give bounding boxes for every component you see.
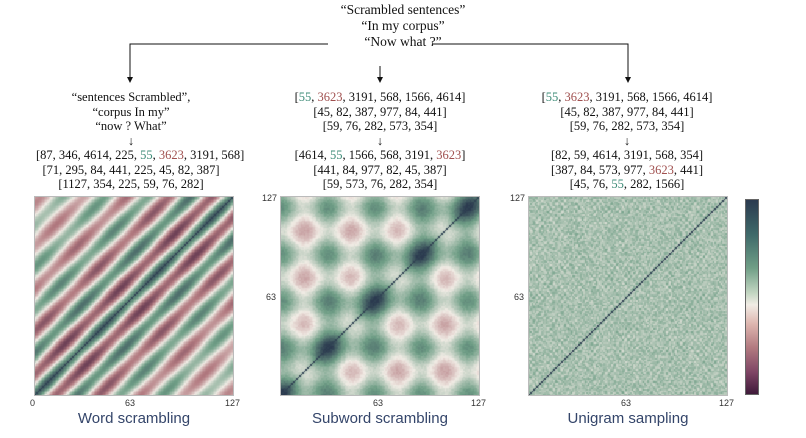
root-sentences: “Scrambled sentences” “In my corpus” “No…	[303, 2, 503, 50]
word-token-ids: [87, 346, 4614, 225, 55, 3623, 3191, 568…	[36, 148, 244, 192]
unigram-column-text: [55, 3623, 3191, 568, 1566, 4614] [45, 82…	[532, 90, 722, 192]
token-text: , 282, 1566]	[623, 177, 685, 191]
token-id-row: [59, 76, 282, 573, 354]	[532, 119, 722, 134]
token-text: , 1566, 568, 3191,	[342, 148, 437, 162]
root-line-3: “Now what ?”	[364, 34, 442, 49]
word-scrambled-line-2: “corpus In my”	[92, 104, 170, 119]
word-scrambled-line-3: “now ? What”	[95, 119, 167, 133]
token-text: ,	[152, 148, 159, 162]
token-id-row: [441, 84, 977, 82, 45, 387]	[285, 163, 475, 178]
token-text: [87, 346, 4614, 225,	[36, 148, 141, 162]
highlight-token-teal: 55	[140, 148, 153, 162]
word-tick-xmid: 63	[125, 398, 136, 408]
connector-right	[432, 43, 631, 83]
token-text: [45, 82, 387, 977, 84, 441]	[313, 104, 447, 119]
token-text: [59, 573, 76, 282, 354]	[322, 177, 438, 191]
token-id-row: [45, 76, 55, 282, 1566]	[532, 177, 722, 192]
connector-left	[127, 43, 328, 83]
subword-column-text: [55, 3623, 3191, 568, 1566, 4614] [45, 82…	[285, 90, 475, 192]
token-id-row: [55, 3623, 3191, 568, 1566, 4614]	[532, 90, 722, 105]
token-id-row: [71, 295, 84, 441, 225, 45, 82, 387]	[36, 163, 226, 178]
token-id-row: [45, 82, 387, 977, 84, 441]	[532, 105, 722, 120]
subword-tick-xmax: 127	[471, 398, 487, 408]
word-scrambling-heatmap	[34, 196, 234, 396]
subword-scrambling-caption: Subword scrambling	[312, 410, 448, 427]
unigram-tick-y127: 127	[510, 193, 526, 203]
token-text: ]	[461, 148, 466, 162]
subword-scrambling-heatmap	[280, 196, 480, 396]
token-text: [	[541, 90, 546, 104]
token-id-row: [45, 82, 387, 977, 84, 441]	[285, 105, 475, 120]
token-id-row: [59, 573, 76, 282, 354]	[285, 177, 475, 192]
word-tick-xmax: 127	[225, 398, 241, 408]
token-text: , 3191, 568, 1566, 4614]	[342, 90, 466, 104]
token-text: [71, 295, 84, 441, 225, 45, 82, 387]	[42, 162, 220, 177]
unigram-tick-xmax: 127	[719, 398, 735, 408]
token-id-row: [59, 76, 282, 573, 354]	[285, 119, 475, 134]
subword-scrambled-ids: [4614, 55, 1566, 568, 3191, 3623] [441, 8…	[285, 148, 475, 192]
arrow-down-icon: ↓	[623, 133, 631, 148]
token-text: [59, 76, 282, 573, 354]	[569, 119, 685, 133]
subword-tick-xmid: 63	[373, 398, 384, 408]
tree-connectors	[127, 43, 631, 83]
token-text: ,	[558, 90, 565, 104]
token-id-row: [1127, 354, 225, 59, 76, 282]	[36, 177, 226, 192]
root-line-1: “Scrambled sentences”	[340, 2, 466, 17]
unigram-sampled-ids: [82, 59, 4614, 3191, 568, 354] [387, 84, …	[532, 148, 722, 192]
highlight-token-teal: 55	[611, 177, 624, 191]
highlight-token-teal: 55	[330, 148, 343, 162]
highlight-token-teal: 55	[545, 90, 559, 104]
unigram-sampling-caption: Unigram sampling	[567, 410, 689, 427]
arrow-down-icon: ↓	[127, 133, 135, 148]
highlight-token-teal: 55	[298, 90, 312, 104]
token-id-row: [387, 84, 573, 977, 3623, 441]	[532, 163, 722, 178]
token-text: [45, 76,	[569, 177, 612, 191]
highlight-token-red: 3623	[436, 148, 462, 162]
word-scrambled-line-1: “sentences Scrambled”,	[71, 90, 191, 104]
token-text: [4614,	[294, 148, 330, 162]
highlight-token-red: 3623	[317, 90, 343, 104]
subword-original-ids: [55, 3623, 3191, 568, 1566, 4614] [45, 82…	[285, 90, 475, 134]
root-line-2: “In my corpus”	[361, 18, 445, 33]
unigram-tick-xmid: 63	[621, 398, 632, 408]
subword-tick-y127: 127	[262, 193, 278, 203]
token-id-row: [55, 3623, 3191, 568, 1566, 4614]	[285, 90, 475, 105]
token-text: , 3191, 568, 1566, 4614]	[589, 90, 713, 104]
word-heatmap-frame	[34, 196, 234, 396]
highlight-token-red: 3623	[648, 162, 674, 177]
token-text: [82, 59, 4614, 3191, 568, 354]	[550, 148, 704, 162]
subword-tick-y63: 63	[266, 292, 277, 302]
highlight-token-red: 3623	[564, 90, 590, 104]
token-text: [59, 76, 282, 573, 354]	[322, 119, 438, 133]
token-text: [441, 84, 977, 82, 45, 387]	[313, 162, 447, 177]
word-column-text: “sentences Scrambled”, “corpus In my” “n…	[36, 90, 244, 192]
subword-heatmap-frame	[280, 196, 480, 396]
token-id-row: [82, 59, 4614, 3191, 568, 354]	[532, 148, 722, 163]
arrow-down-icon: ↓	[376, 133, 384, 148]
highlight-token-red: 3623	[158, 148, 184, 162]
token-id-row: [4614, 55, 1566, 568, 3191, 3623]	[285, 148, 475, 163]
token-text: [	[294, 90, 299, 104]
unigram-sampling-heatmap	[528, 196, 728, 396]
word-tick-x0: 0	[30, 398, 36, 408]
token-text: [387, 84, 573, 977,	[550, 162, 649, 177]
token-text: [45, 82, 387, 977, 84, 441]	[560, 104, 694, 119]
unigram-heatmap-frame	[528, 196, 728, 396]
token-text: , 3191, 568]	[183, 148, 245, 162]
unigram-tick-y63: 63	[514, 292, 525, 302]
token-text: ,	[311, 90, 318, 104]
colorbar	[745, 199, 759, 395]
token-text: , 441]	[673, 162, 704, 177]
word-scrambling-caption: Word scrambling	[77, 410, 191, 427]
unigram-original-ids: [55, 3623, 3191, 568, 1566, 4614] [45, 82…	[532, 90, 722, 134]
token-text: [1127, 354, 225, 59, 76, 282]	[58, 177, 204, 191]
token-id-row: [87, 346, 4614, 225, 55, 3623, 3191, 568…	[36, 148, 244, 163]
